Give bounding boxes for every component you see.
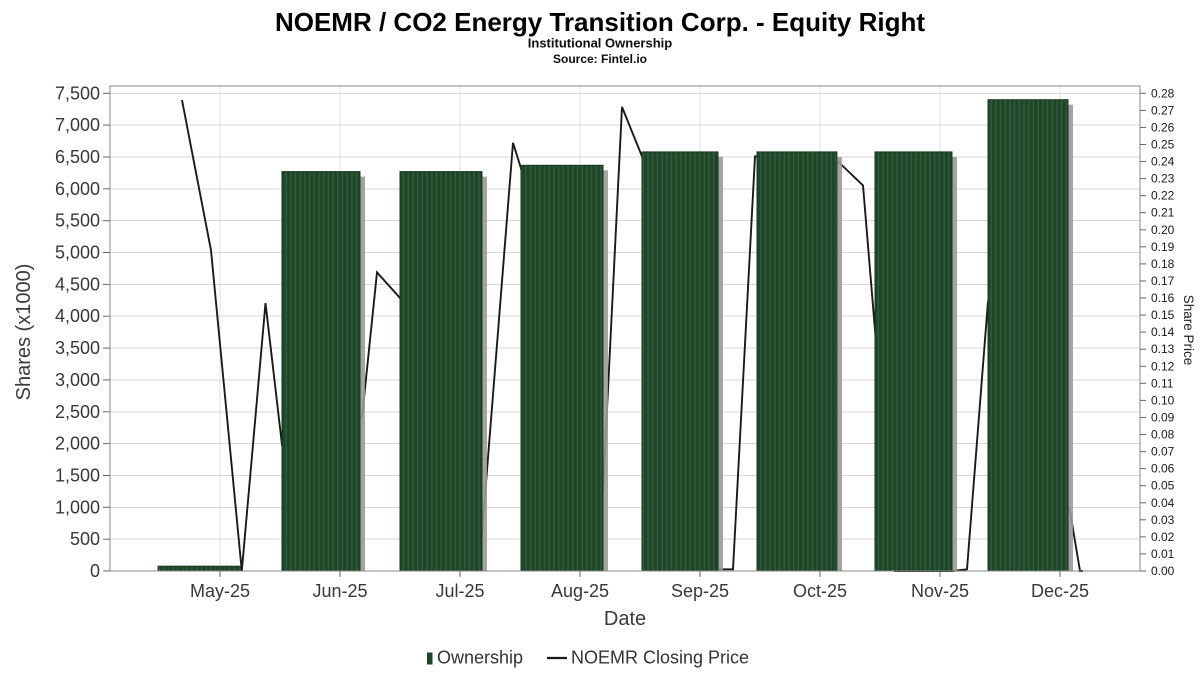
ownership-bar-Dec-25: [987, 99, 1069, 572]
y-left-tick-label: 0: [90, 561, 100, 581]
bar-shadow: [603, 170, 608, 572]
ownership-bar-Jul-25: [399, 171, 483, 572]
y-right-tick-label: 0.18: [1151, 257, 1175, 271]
x-tick-label: Jul-25: [435, 581, 484, 601]
y-right-tick-label: 0.24: [1151, 155, 1175, 169]
y-right-tick-label: 0.15: [1151, 308, 1175, 322]
y-right-tick-label: 0.05: [1151, 479, 1175, 493]
x-tick-label: Dec-25: [1031, 581, 1089, 601]
y-left-tick-label: 6,500: [55, 147, 100, 167]
y-left-tick-label: 2,500: [55, 402, 100, 422]
chart-subtitle: Institutional Ownership: [528, 36, 673, 51]
bar-shadow: [482, 176, 487, 571]
y-right-tick-label: 0.26: [1151, 120, 1175, 134]
x-tick-label: Oct-25: [793, 581, 847, 601]
bar-shadow: [718, 156, 723, 571]
y-axis-right-ticks: 0.00 0.01 0.02 0.03 0.04 0.05 0.06 0.07 0.08 0.09…: [1140, 86, 1175, 578]
y-right-tick-label: 0.09: [1151, 411, 1175, 425]
y-left-tick-label: 5,000: [55, 243, 100, 263]
y-left-tick-label: 6,000: [55, 179, 100, 199]
y-axis-left-title: Shares (x1000): [13, 264, 35, 401]
x-tick-label: Sep-25: [671, 581, 729, 601]
y-left-tick-label: 7,000: [55, 115, 100, 135]
y-right-tick-label: 0.03: [1151, 513, 1175, 527]
ownership-bar-Oct-25: [756, 151, 838, 572]
y-right-tick-label: 0.11: [1151, 376, 1174, 390]
y-left-tick-label: 3,000: [55, 370, 100, 390]
y-right-tick-label: 0.19: [1151, 240, 1175, 254]
x-axis-ticks: May-25 Jun-25 Jul-25 Aug-25 Sep-25 Oct-25 Nov-…: [190, 571, 1089, 601]
y-left-tick-label: 500: [70, 529, 100, 549]
x-tick-label: Aug-25: [551, 581, 609, 601]
y-left-tick-label: 4,000: [55, 306, 100, 326]
y-left-tick-label: 2,000: [55, 434, 100, 454]
x-tick-label: Nov-25: [911, 581, 969, 601]
y-right-tick-label: 0.07: [1151, 445, 1175, 459]
y-right-tick-label: 0.06: [1151, 462, 1175, 476]
y-axis-left-ticks: 0 500 1,000 1,500 2,000 2,500 3,000 3,500 4,000 4…: [55, 83, 110, 581]
y-right-tick-label: 0.27: [1151, 103, 1175, 117]
y-left-tick-label: 7,500: [55, 83, 100, 103]
y-right-tick-label: 0.22: [1151, 189, 1175, 203]
legend-ownership-swatch: [427, 652, 433, 665]
ownership-bar-Jun-25: [281, 171, 361, 572]
y-right-tick-label: 0.14: [1151, 325, 1175, 339]
ownership-bar-May-25: [157, 565, 242, 572]
y-right-tick-label: 0.21: [1151, 206, 1175, 220]
y-left-tick-label: 1,000: [55, 497, 100, 517]
legend-price-label: NOEMR Closing Price: [571, 648, 749, 668]
ownership-bar-Nov-25: [874, 151, 953, 572]
bar-shadow: [837, 156, 842, 571]
y-right-tick-label: 0.01: [1151, 547, 1175, 561]
bar-shadow: [952, 156, 957, 571]
x-tick-label: Jun-25: [312, 581, 367, 601]
y-right-tick-label: 0.00: [1151, 564, 1175, 578]
y-left-tick-label: 5,500: [55, 211, 100, 231]
bar-shadow: [1068, 104, 1073, 571]
x-axis-title: Date: [604, 608, 646, 630]
legend-ownership-label: Ownership: [437, 648, 523, 668]
ownership-bar-Aug-25: [520, 164, 604, 572]
y-right-tick-label: 0.28: [1151, 86, 1175, 100]
chart-source: Source: Fintel.io: [553, 52, 647, 66]
legend: Ownership NOEMR Closing Price: [427, 648, 749, 668]
bar-shadow: [360, 176, 365, 571]
y-axis-right-title: Share Price: [1181, 295, 1196, 366]
y-right-tick-label: 0.23: [1151, 172, 1175, 186]
plot-border: [109, 85, 1141, 572]
y-right-tick-label: 0.13: [1151, 342, 1175, 356]
y-right-tick-label: 0.04: [1151, 496, 1175, 510]
y-left-tick-label: 1,500: [55, 466, 100, 486]
ownership-bar-series: [157, 99, 1073, 572]
chart-title: NOEMR / CO2 Energy Transition Corp. - Eq…: [275, 7, 925, 37]
y-right-tick-label: 0.10: [1151, 393, 1175, 407]
y-left-tick-label: 4,500: [55, 274, 100, 294]
y-right-tick-label: 0.12: [1151, 359, 1175, 373]
y-right-tick-label: 0.02: [1151, 530, 1175, 544]
y-right-tick-label: 0.20: [1151, 223, 1175, 237]
ownership-bar-Sep-25: [641, 151, 719, 572]
y-right-tick-label: 0.25: [1151, 138, 1175, 152]
x-tick-label: May-25: [190, 581, 250, 601]
y-left-tick-label: 3,500: [55, 338, 100, 358]
y-right-tick-label: 0.17: [1151, 274, 1175, 288]
y-right-tick-label: 0.08: [1151, 428, 1175, 442]
y-right-tick-label: 0.16: [1151, 291, 1175, 305]
